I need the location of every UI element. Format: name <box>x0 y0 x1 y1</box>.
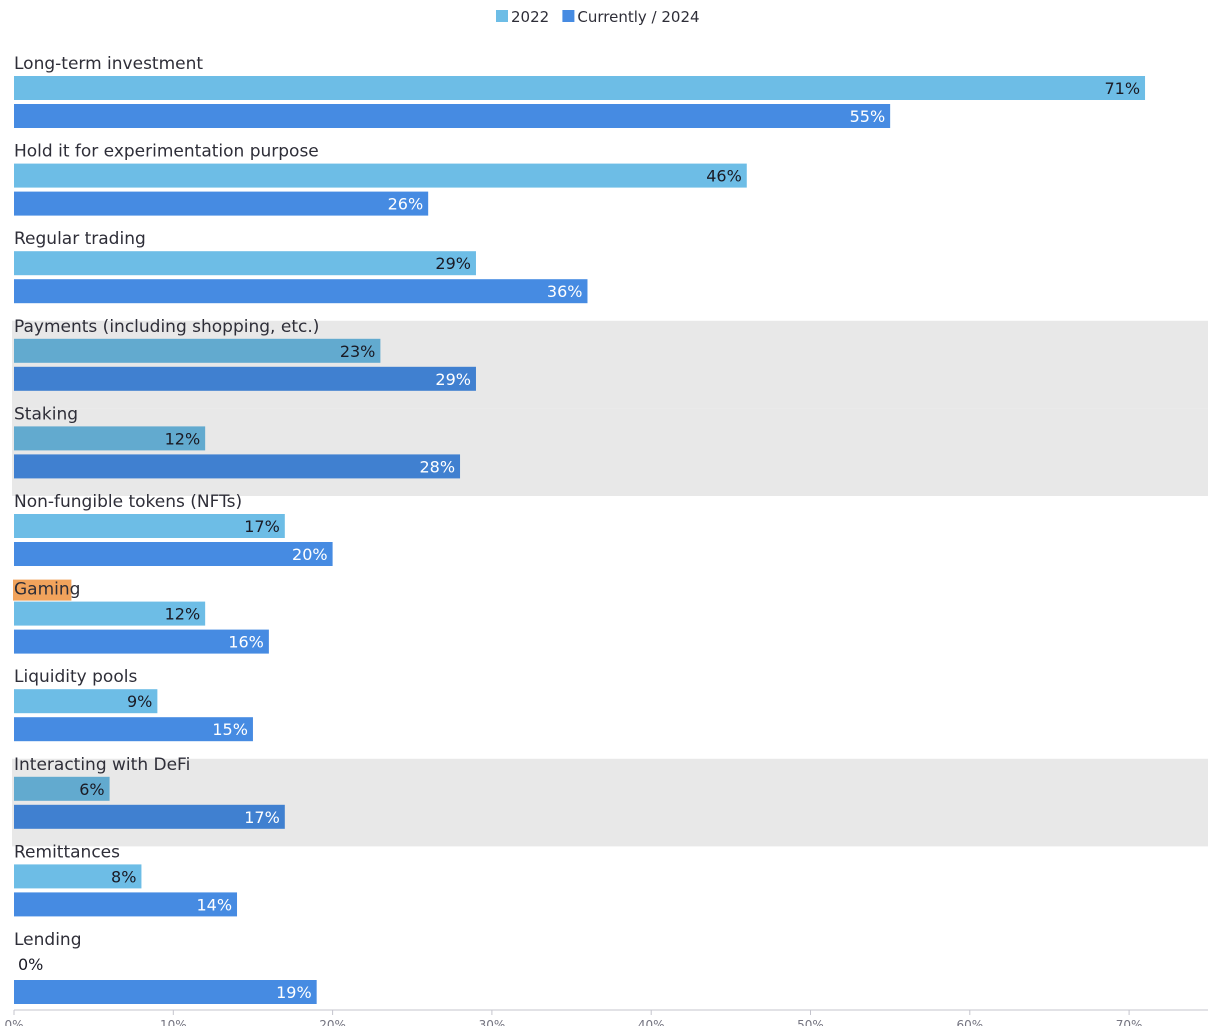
x-tick-label: 70% <box>1116 1018 1143 1026</box>
bar-2024 <box>14 191 429 216</box>
legend-label-0: 2022 <box>511 8 549 26</box>
category-label: Gaming <box>14 580 80 600</box>
bar-2024 <box>14 717 253 742</box>
legend: 2022 Currently / 2024 <box>496 8 700 26</box>
bar-2024 <box>14 104 891 128</box>
x-tick-label: 50% <box>797 1018 824 1026</box>
data-label: 29% <box>435 254 471 273</box>
bar-2024 <box>14 366 476 391</box>
bars-layer: Long-term investment 71% 55% Hold it for ex… <box>13 54 1146 1004</box>
data-label: 20% <box>292 545 328 564</box>
data-label: 26% <box>388 195 424 214</box>
bar-2022 <box>14 163 747 188</box>
x-axis: 0% 10% 20% 30% 40% 50% 60% 70% <box>4 1009 1208 1026</box>
data-label: 6% <box>79 780 104 799</box>
bar-2024 <box>14 279 588 304</box>
legend-swatch-1 <box>562 10 575 22</box>
x-tick-label: 20% <box>319 1018 346 1026</box>
bar-2022 <box>14 514 285 538</box>
data-label: 16% <box>228 633 264 652</box>
bar-2024 <box>14 892 238 917</box>
row-highlight-layer <box>12 320 1208 847</box>
data-label: 17% <box>244 808 280 827</box>
data-label: 14% <box>196 895 232 914</box>
category-label: Remittances <box>14 842 120 862</box>
data-label: 29% <box>435 370 471 389</box>
data-label: 9% <box>127 692 152 711</box>
legend-swatch-0 <box>496 10 508 22</box>
bar-2022 <box>14 338 381 363</box>
bar-2024 <box>14 629 269 654</box>
bar-2022 <box>14 864 142 889</box>
bar-2024 <box>14 454 461 479</box>
category-label: Interacting with DeFi <box>14 755 190 775</box>
category-label: Lending <box>14 930 82 950</box>
data-label: 0% <box>18 955 43 974</box>
data-label: 15% <box>212 720 248 739</box>
data-label: 36% <box>547 282 583 301</box>
row-highlight <box>12 320 1208 409</box>
bar-2024 <box>14 542 333 566</box>
data-label: 23% <box>340 342 376 361</box>
data-label: 46% <box>706 167 742 186</box>
data-label: 8% <box>111 867 136 886</box>
category-label: Liquidity pools <box>14 667 137 687</box>
row-highlight <box>12 408 1208 496</box>
category-label: Non-fungible tokens (NFTs) <box>14 492 242 512</box>
category-label: Payments (including shopping, etc.) <box>14 317 319 337</box>
data-label: 12% <box>165 605 201 624</box>
bar-2024 <box>14 804 285 829</box>
category-label-highlight <box>13 579 72 601</box>
bar-2022 <box>14 76 1146 100</box>
x-tick-label: 40% <box>638 1018 665 1026</box>
data-label: 28% <box>419 457 455 476</box>
bar-2022 <box>14 601 206 626</box>
bar-2022 <box>14 689 158 714</box>
data-label: 55% <box>850 107 886 126</box>
bar-2022 <box>14 776 110 801</box>
data-label: 71% <box>1104 79 1140 98</box>
legend-label-1: Currently / 2024 <box>577 8 699 26</box>
x-tick-label: 0% <box>4 1018 23 1026</box>
data-label: 12% <box>165 429 201 448</box>
row-highlight <box>12 758 1208 847</box>
bar-2024 <box>14 980 317 1004</box>
category-label: Staking <box>14 404 78 424</box>
category-label: Long-term investment <box>14 54 203 74</box>
data-label: 17% <box>244 517 280 536</box>
data-label: 19% <box>276 983 312 1002</box>
x-tick-label: 10% <box>160 1018 187 1026</box>
category-label: Hold it for experimentation purpose <box>14 142 319 162</box>
bar-2022 <box>14 251 476 276</box>
category-label: Regular trading <box>14 229 146 249</box>
bar-2022 <box>14 426 206 451</box>
x-tick-label: 60% <box>956 1018 983 1026</box>
x-tick-label: 30% <box>479 1018 506 1026</box>
